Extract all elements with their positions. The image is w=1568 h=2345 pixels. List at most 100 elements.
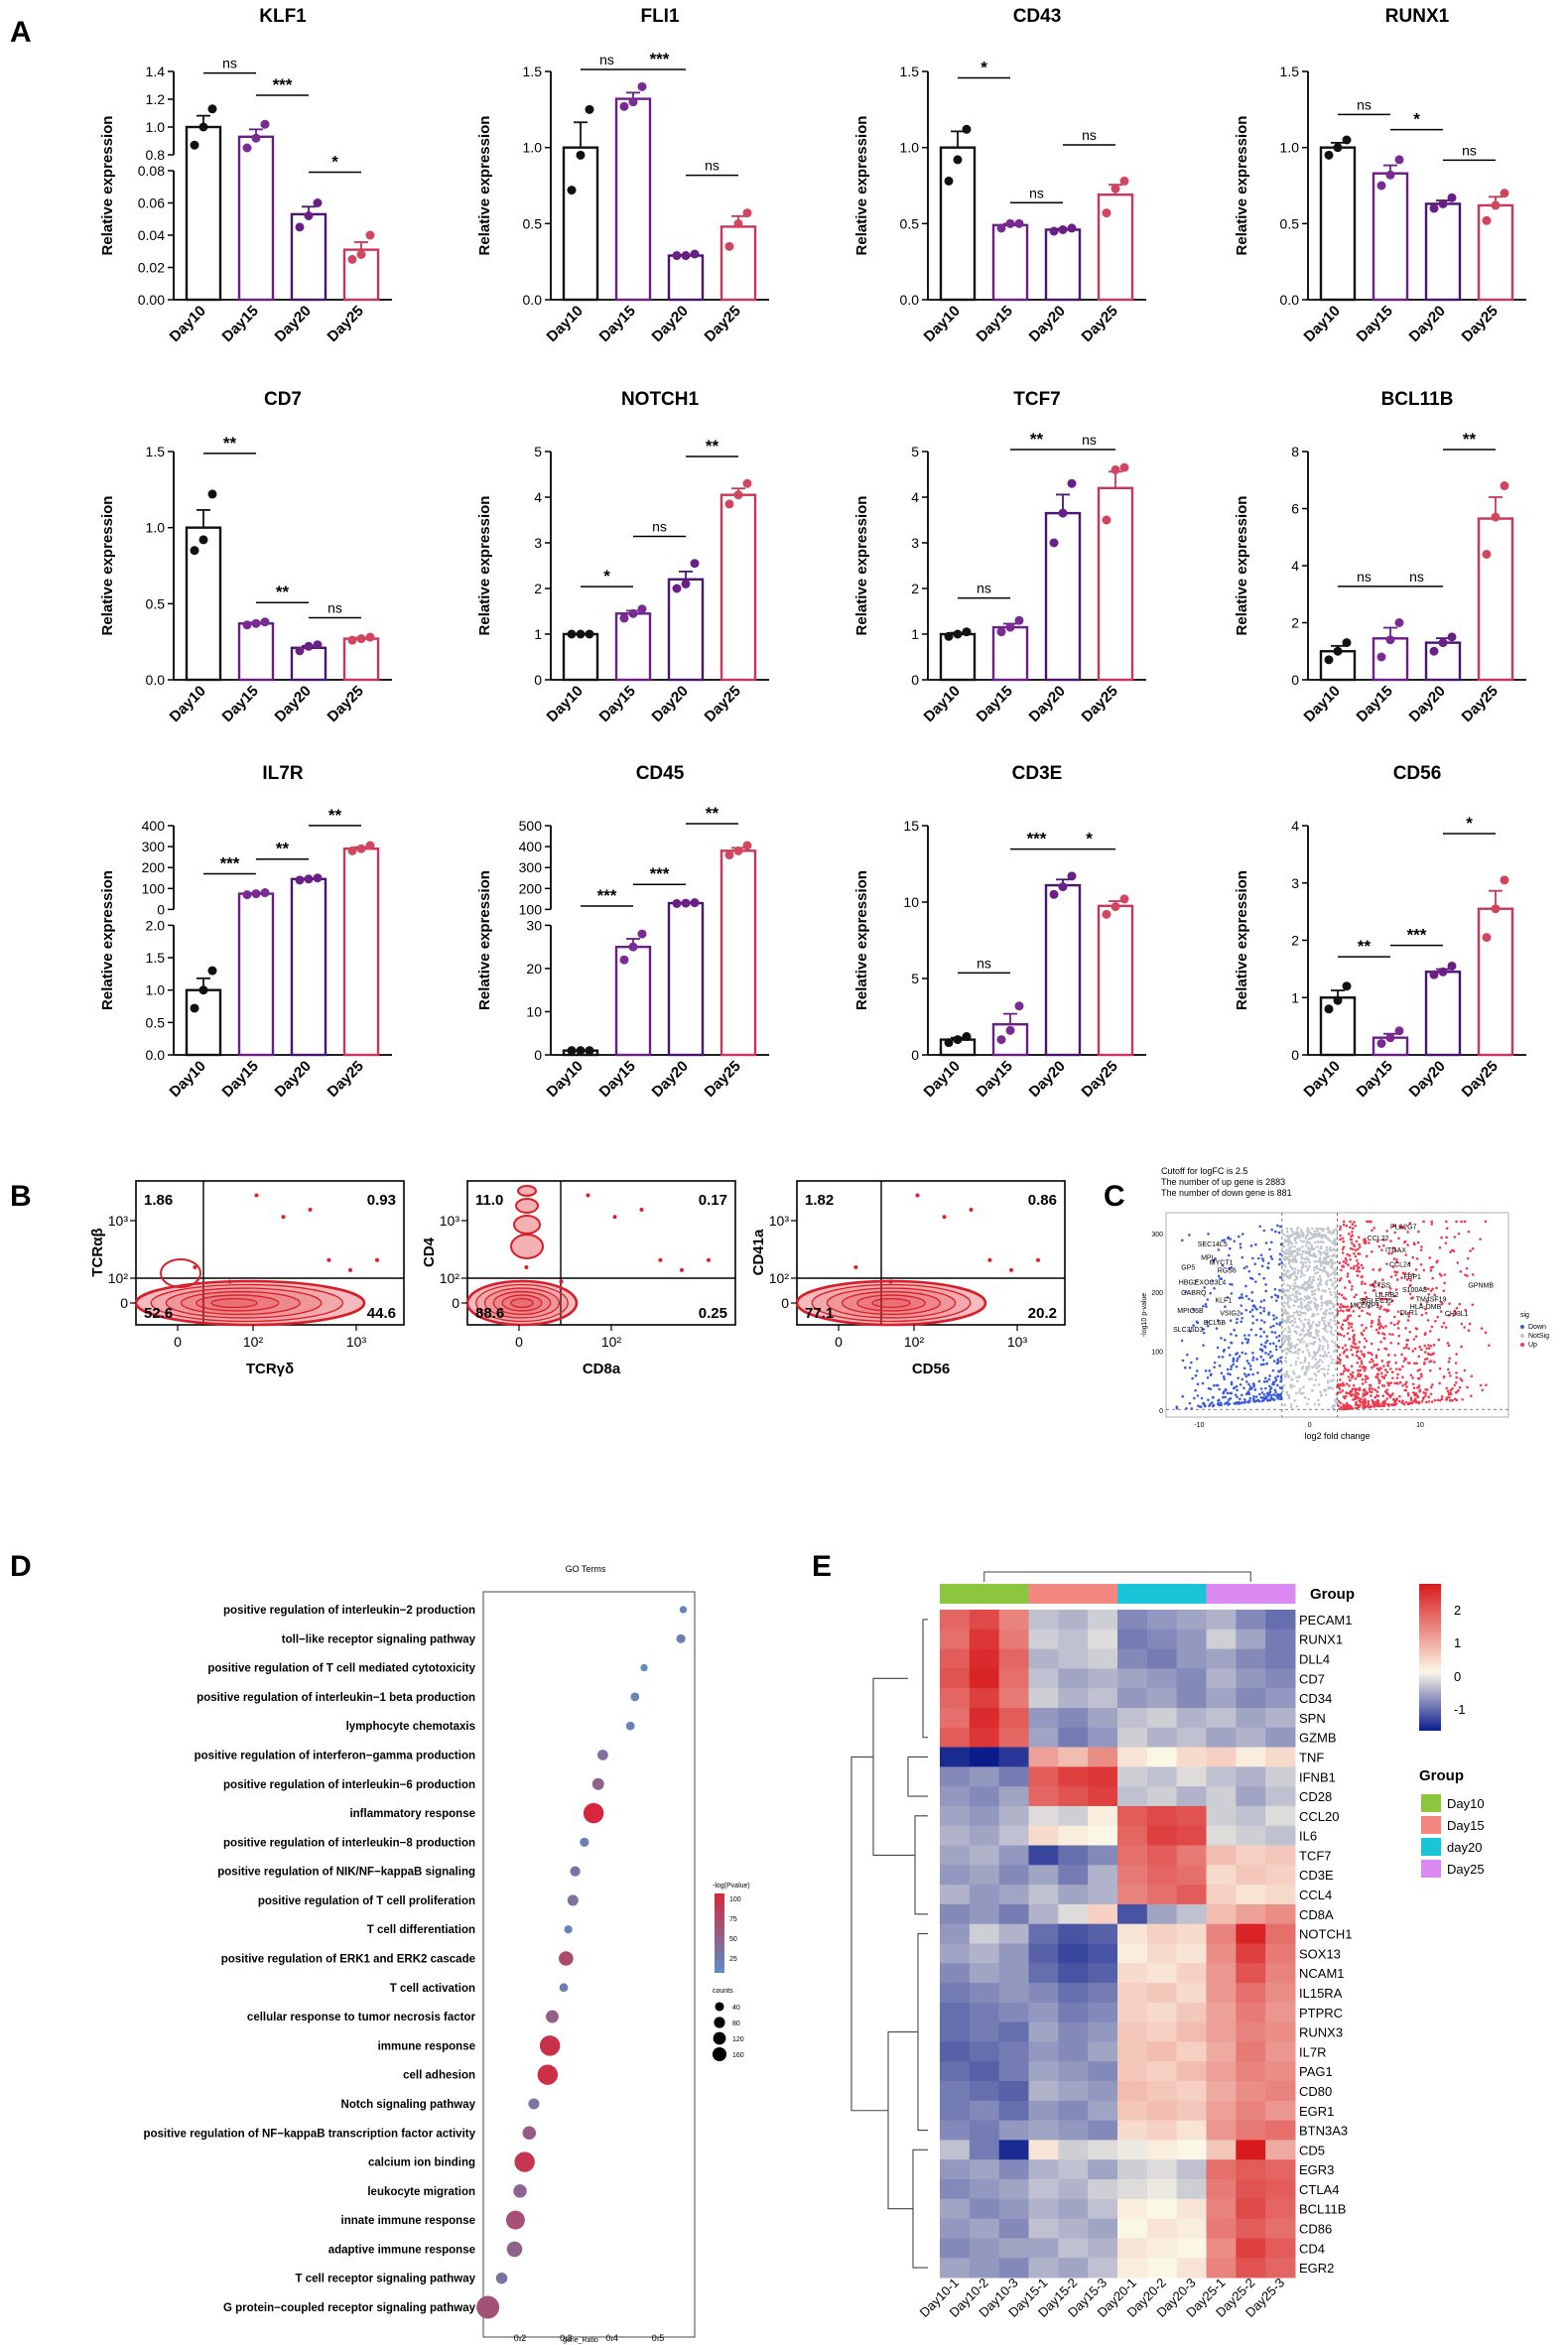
panel-label-b: B bbox=[10, 1180, 32, 1213]
volcano-point-up bbox=[1438, 1381, 1441, 1385]
data-point bbox=[1376, 652, 1386, 662]
volcano-point-notsig bbox=[1290, 1242, 1294, 1245]
volcano-point-notsig bbox=[1298, 1387, 1302, 1390]
volcano-point-up bbox=[1409, 1278, 1412, 1282]
heatmap-cell bbox=[998, 2198, 1029, 2220]
volcano-point-down bbox=[1230, 1391, 1234, 1395]
volcano-point-down bbox=[1227, 1371, 1230, 1375]
volcano-point-down bbox=[1192, 1307, 1196, 1311]
quadrant-top-left: 1.82 bbox=[805, 1192, 834, 1209]
volcano-point-notsig bbox=[1309, 1342, 1312, 1345]
volcano-point-up bbox=[1395, 1376, 1399, 1379]
heatmap-cell bbox=[1236, 1903, 1266, 1925]
volcano-point-down bbox=[1230, 1292, 1234, 1295]
volcano-point-down bbox=[1238, 1355, 1241, 1358]
volcano-point-up bbox=[1385, 1397, 1389, 1400]
go-term-label: cell adhesion bbox=[403, 2070, 475, 2082]
volcano-point-down bbox=[1260, 1319, 1263, 1322]
volcano-point-down bbox=[1260, 1257, 1264, 1260]
heatmap-cell bbox=[998, 1766, 1029, 1787]
volcano-point-up bbox=[1379, 1371, 1383, 1375]
volcano-point-down bbox=[1233, 1328, 1236, 1332]
volcano-point-down bbox=[1212, 1259, 1215, 1262]
volcano-point-notsig bbox=[1301, 1328, 1305, 1331]
data-point bbox=[1491, 904, 1501, 914]
volcano-point-up bbox=[1399, 1227, 1403, 1230]
event-dot bbox=[707, 1257, 711, 1262]
volcano-point-up bbox=[1342, 1364, 1346, 1368]
heatmap-cell bbox=[1028, 2218, 1059, 2239]
volcano-point-notsig bbox=[1322, 1312, 1326, 1316]
volcano-point-notsig bbox=[1327, 1365, 1330, 1368]
volcano-point-down bbox=[1224, 1395, 1228, 1399]
size-legend-title: counts bbox=[713, 1988, 733, 1995]
volcano-point-notsig bbox=[1299, 1362, 1303, 1365]
x-axis-label: CD56 bbox=[912, 1361, 950, 1377]
data-point bbox=[742, 478, 752, 488]
volcano-point-up bbox=[1370, 1250, 1373, 1253]
volcano-point-up bbox=[1354, 1406, 1358, 1410]
volcano-point-notsig bbox=[1334, 1329, 1338, 1333]
heatmap-cell bbox=[1176, 2198, 1207, 2220]
volcano-point-notsig bbox=[1318, 1260, 1322, 1263]
volcano-point-up bbox=[1357, 1372, 1361, 1375]
volcano-point-down bbox=[1264, 1289, 1268, 1293]
data-point bbox=[619, 101, 629, 111]
volcano-point-notsig bbox=[1315, 1264, 1319, 1267]
volcano-point-notsig bbox=[1335, 1308, 1338, 1312]
significance-label: ns bbox=[1357, 96, 1372, 112]
heatmap-cell bbox=[1088, 2218, 1118, 2239]
volcano-point-up bbox=[1367, 1351, 1371, 1355]
volcano-point-up bbox=[1363, 1346, 1367, 1349]
heatmap-cell bbox=[1117, 1903, 1148, 1925]
heatmap-cell bbox=[1146, 2179, 1178, 2200]
volcano-point-down bbox=[1257, 1392, 1261, 1396]
heatmap-cell bbox=[1265, 1805, 1296, 1827]
event-dot bbox=[639, 1208, 644, 1212]
volcano-point-up bbox=[1427, 1344, 1430, 1347]
density-contour bbox=[510, 1234, 544, 1259]
heatmap-cell bbox=[1028, 1825, 1059, 1847]
volcano-point-up bbox=[1455, 1220, 1458, 1224]
heatmap-cell bbox=[1028, 2061, 1059, 2082]
volcano-point-down bbox=[1258, 1327, 1262, 1331]
volcano-point-down bbox=[1262, 1309, 1266, 1313]
volcano-point-notsig bbox=[1298, 1317, 1301, 1321]
volcano-point-notsig bbox=[1312, 1355, 1316, 1358]
volcano-point-notsig bbox=[1310, 1281, 1314, 1284]
go-term-dot bbox=[676, 1633, 686, 1643]
volcano-point-notsig bbox=[1322, 1228, 1326, 1231]
volcano-point-notsig bbox=[1287, 1259, 1291, 1263]
volcano-point-up bbox=[1358, 1341, 1362, 1344]
heatmap-cell bbox=[1058, 2021, 1089, 2042]
volcano-point-notsig bbox=[1299, 1275, 1303, 1278]
volcano-point-up bbox=[1376, 1283, 1380, 1287]
volcano-point-up bbox=[1398, 1380, 1402, 1384]
volcano-point-notsig bbox=[1307, 1305, 1311, 1308]
y-tick-label: 0 bbox=[534, 672, 542, 688]
heatmap-cell bbox=[1176, 2100, 1207, 2122]
volcano-point-up bbox=[1408, 1292, 1412, 1296]
volcano-point-notsig bbox=[1287, 1350, 1291, 1353]
heatmap-cell bbox=[1028, 1885, 1059, 1905]
heatmap-cell bbox=[1265, 2258, 1296, 2279]
volcano-point-up bbox=[1344, 1286, 1347, 1289]
volcano-point-down bbox=[1258, 1305, 1262, 1309]
volcano-point-up bbox=[1352, 1383, 1356, 1387]
volcano-point-up bbox=[1394, 1273, 1397, 1277]
volcano-point-down bbox=[1259, 1335, 1262, 1338]
go-term-label: positive regulation of interleukin−6 pro… bbox=[223, 1779, 475, 1791]
group-annotation-cell bbox=[1028, 1584, 1059, 1604]
row-label: NCAM1 bbox=[1299, 1966, 1345, 1981]
heatmap-cell bbox=[1058, 2179, 1089, 2200]
volcano-point-up bbox=[1363, 1240, 1366, 1244]
heatmap-cell bbox=[1058, 1845, 1089, 1866]
heatmap-cell bbox=[1028, 1707, 1059, 1729]
volcano-point-down bbox=[1193, 1396, 1196, 1400]
volcano-point-down bbox=[1244, 1294, 1248, 1298]
heatmap-cell bbox=[1146, 1885, 1178, 1905]
volcano-point-up bbox=[1351, 1223, 1355, 1226]
significance-label: ns bbox=[1082, 127, 1097, 143]
legend-title: sig bbox=[1520, 1312, 1529, 1319]
